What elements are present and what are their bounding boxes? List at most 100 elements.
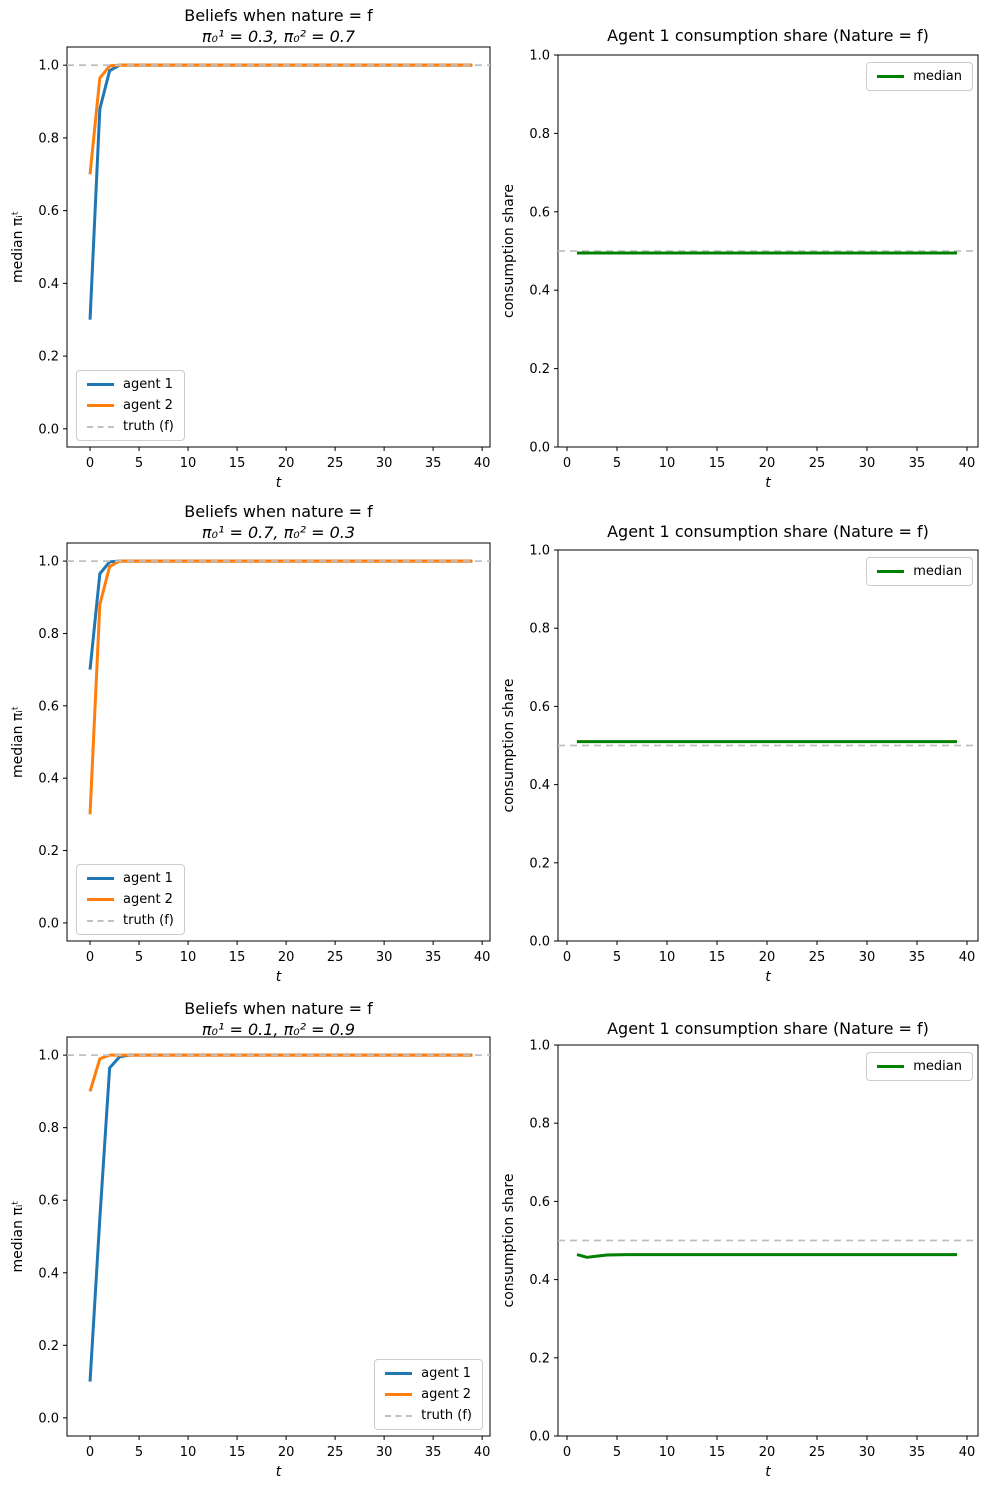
x-tick-label: 35 <box>909 1445 926 1460</box>
legend-label: agent 2 <box>123 892 173 907</box>
x-axis-label: t <box>276 475 282 491</box>
plot-area: 0 5 10 15 20 25 30 35 40 0.0 0.2 0.4 0.6 0.8 1.0 t media… <box>10 46 491 491</box>
subplot-beliefs-row1: 0 5 10 15 20 25 30 35 40 0.0 0.2 0.4 0.6 0.8 1.0 t media… <box>0 0 494 496</box>
x-axis-label: t <box>765 475 771 491</box>
y-axis-label: median πᵢᵗ <box>10 211 26 283</box>
y-tick-label: 0.6 <box>38 204 59 219</box>
x-tick-label: 25 <box>327 1445 344 1460</box>
y-tick-label: 0.0 <box>529 1430 550 1445</box>
x-tick-label: 30 <box>859 950 876 965</box>
y-tick-label: 0.6 <box>529 700 550 715</box>
subplot-consumption-row1: 0 5 10 15 20 25 30 35 40 0.0 0.2 0.4 0.6 0.8 1.0 t consu… <box>494 0 988 496</box>
x-tick-label: 40 <box>474 1445 491 1460</box>
legend-item: agent 2 <box>385 1387 472 1402</box>
x-tick-label: 5 <box>135 950 143 965</box>
legend: median <box>866 62 973 91</box>
x-tick-label: 40 <box>959 950 976 965</box>
x-tick-label: 20 <box>278 456 295 471</box>
y-tick-label: 0.0 <box>38 1411 59 1426</box>
chart-subtitle: π₀¹ = 0.1, π₀² = 0.9 <box>201 1020 356 1039</box>
x-tick-label: 20 <box>759 456 776 471</box>
x-tick-label: 30 <box>376 950 393 965</box>
x-tick-label: 0 <box>563 950 571 965</box>
legend-label: agent 1 <box>123 871 173 886</box>
axes-spines <box>66 46 491 448</box>
y-tick-label: 0.2 <box>38 1339 59 1354</box>
chart-title: Beliefs when nature = f <box>184 6 373 25</box>
legend-line-sample <box>87 898 114 901</box>
legend: agent 1 agent 2 truth (f) <box>76 864 185 935</box>
plot-area: 0 5 10 15 20 25 30 35 40 0.0 0.2 0.4 0.6 0.8 1.0 t media… <box>10 1036 491 1480</box>
y-tick-label: 0.2 <box>38 844 59 859</box>
x-tick-label: 0 <box>563 1445 571 1460</box>
legend-line-sample <box>385 1414 413 1417</box>
x-tick-label: 0 <box>86 456 94 471</box>
x-tick-label: 40 <box>474 456 491 471</box>
y-tick-label: 0.2 <box>529 362 550 377</box>
axes-spines <box>66 542 491 942</box>
agent-2-line <box>88 1053 473 1092</box>
x-tick-label: 10 <box>659 950 676 965</box>
chart-title: Beliefs when nature = f <box>184 502 373 521</box>
agent-2-line <box>88 559 473 815</box>
agent-1-line <box>88 1053 473 1382</box>
y-tick-label: 1.0 <box>38 555 59 570</box>
legend-label: median <box>913 69 962 84</box>
axes-spines <box>66 1036 491 1437</box>
legend-label: agent 1 <box>123 377 173 392</box>
y-axis-label: consumption share <box>501 679 517 813</box>
chart-title: Agent 1 consumption share (Nature = f) <box>607 522 929 541</box>
y-tick-label: 0.0 <box>38 422 59 437</box>
x-tick-label: 10 <box>180 950 197 965</box>
subplot-beliefs-row2: 0 5 10 15 20 25 30 35 40 0.0 0.2 0.4 0.6 0.8 1.0 t media… <box>0 496 494 993</box>
x-tick-label: 20 <box>278 950 295 965</box>
legend-item: median <box>877 69 962 84</box>
y-tick-label: 1.0 <box>529 49 550 64</box>
legend-item: truth (f) <box>87 419 174 434</box>
x-axis-label: t <box>276 1464 282 1480</box>
legend-label: truth (f) <box>123 913 174 928</box>
x-tick-label: 25 <box>327 456 344 471</box>
y-tick-label: 0.4 <box>38 1266 59 1281</box>
y-tick-label: 0.2 <box>529 1351 550 1366</box>
y-tick-label: 0.2 <box>38 350 59 365</box>
chart-subtitle: π₀¹ = 0.7, π₀² = 0.3 <box>201 523 356 542</box>
y-tick-label: 0.8 <box>529 622 550 637</box>
x-tick-label: 10 <box>659 456 676 471</box>
y-tick-label: 0.6 <box>529 205 550 220</box>
x-tick-label: 10 <box>659 1445 676 1460</box>
agent-2-line <box>88 63 473 175</box>
chart-title: Agent 1 consumption share (Nature = f) <box>607 26 929 45</box>
legend-item: agent 1 <box>385 1366 472 1381</box>
legend-line-sample <box>877 1065 905 1068</box>
y-tick-label: 1.0 <box>38 1049 59 1064</box>
y-tick-label: 0.4 <box>38 772 59 787</box>
legend-item: agent 2 <box>87 398 174 413</box>
x-tick-label: 25 <box>809 456 826 471</box>
legend-item: median <box>877 1059 962 1074</box>
y-tick-label: 1.0 <box>529 544 550 559</box>
legend-label: truth (f) <box>421 1408 472 1423</box>
legend-label: median <box>913 1059 962 1074</box>
y-tick-label: 0.8 <box>38 1121 59 1136</box>
legend-item: median <box>877 564 962 579</box>
legend-item: agent 2 <box>87 892 174 907</box>
x-tick-label: 25 <box>327 950 344 965</box>
y-tick-label: 0.6 <box>38 1194 59 1209</box>
x-tick-label: 5 <box>613 950 621 965</box>
x-tick-label: 5 <box>613 1445 621 1460</box>
x-tick-label: 35 <box>909 456 926 471</box>
subplot-beliefs-row3: 0 5 10 15 20 25 30 35 40 0.0 0.2 0.4 0.6 0.8 1.0 t media… <box>0 993 494 1489</box>
subplot-consumption-row2: 0 5 10 15 20 25 30 35 40 0.0 0.2 0.4 0.6 0.8 1.0 t consu… <box>494 496 988 993</box>
legend-item: truth (f) <box>385 1408 472 1423</box>
y-tick-label: 1.0 <box>529 1039 550 1054</box>
chart-subtitle: π₀¹ = 0.3, π₀² = 0.7 <box>201 27 356 46</box>
x-tick-label: 15 <box>229 950 246 965</box>
x-tick-label: 20 <box>759 950 776 965</box>
y-tick-label: 0.4 <box>529 778 550 793</box>
x-tick-label: 20 <box>759 1445 776 1460</box>
x-tick-label: 30 <box>859 1445 876 1460</box>
y-axis-label: median πᵢᵗ <box>10 706 26 778</box>
legend-line-sample <box>87 877 114 880</box>
